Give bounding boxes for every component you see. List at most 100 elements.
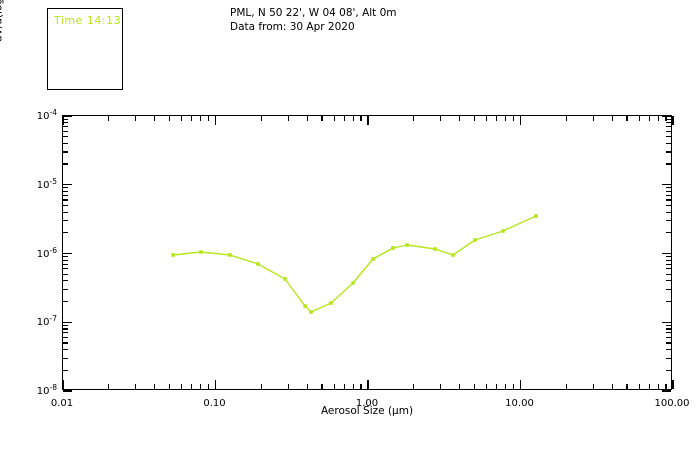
y-axis-tick-minor-right [666, 259, 671, 261]
y-axis-tick-minor [63, 256, 68, 258]
data-point-marker [199, 250, 203, 254]
y-axis-tick-minor-right [666, 357, 671, 359]
y-axis-tick-minor [63, 220, 68, 222]
y-axis-tick-minor-right [666, 122, 671, 124]
y-axis-tick-minor [63, 151, 68, 153]
y-axis-tick-minor [63, 122, 68, 124]
y-axis-tick-minor [63, 273, 68, 275]
y-axis-tick-minor-right [666, 211, 671, 213]
plot-header: PML, N 50 22', W 04 08', Alt 0m Data fro… [230, 6, 397, 34]
y-axis-tick-minor-right [666, 280, 671, 282]
x-axis-tick-minor-top [287, 116, 289, 121]
x-axis-tick-minor-top [191, 116, 193, 121]
y-axis-tick-minor [63, 300, 68, 303]
x-axis-tick-minor [168, 384, 171, 389]
y-axis-tick-minor [63, 194, 68, 196]
x-axis-tick-minor-top [486, 116, 488, 121]
y-axis-tick-minor [63, 136, 68, 138]
x-axis-title: Aerosol Size (μm) [320, 405, 414, 417]
y-axis-tick-minor-right [666, 268, 671, 270]
y-axis-tick-minor-right [666, 273, 671, 275]
x-axis-tick-minor [626, 384, 628, 389]
y-axis-title: dV/d(log R) (cm3/cm-3) [0, 0, 5, 123]
x-axis-tick-major-top [62, 116, 64, 125]
y-axis-tick-minor [63, 369, 68, 371]
x-axis-tick-minor [135, 384, 137, 389]
data-point-marker [501, 229, 505, 233]
x-axis-tick-major [672, 380, 674, 389]
y-axis-tick-minor [63, 130, 68, 132]
y-tick-exponent: -6 [49, 245, 57, 255]
y-tick-exponent: -7 [49, 314, 57, 324]
y-axis-tick-minor-right [666, 336, 671, 339]
x-axis-tick-minor [352, 384, 354, 389]
x-axis-tick-minor-top [592, 116, 594, 121]
station-location-line: PML, N 50 22', W 04 08', Alt 0m [230, 7, 397, 19]
y-axis-tick-minor-right [666, 142, 671, 144]
x-axis-tick-major [62, 380, 64, 389]
data-point-marker [451, 253, 455, 257]
data-point-marker [309, 310, 313, 314]
plot-area [62, 115, 674, 392]
y-axis-tick-minor [63, 324, 68, 326]
y-axis-tick-minor [63, 357, 68, 359]
y-axis-tick-minor [63, 336, 68, 339]
x-axis-tick-minor [440, 384, 442, 389]
x-axis-tick-minor [496, 384, 498, 389]
x-axis-tick-minor [565, 384, 567, 389]
y-axis-tick-label: 10-8 [37, 383, 57, 397]
x-axis-tick-label: 0.01 [50, 398, 74, 409]
y-axis-tick-minor-right [666, 151, 671, 153]
y-axis-tick-minor-right [666, 288, 671, 291]
y-axis-tick-major [63, 252, 72, 255]
x-axis-tick-minor [181, 384, 183, 389]
x-axis-tick-minor [473, 384, 476, 389]
y-axis-tick-minor-right [666, 130, 671, 132]
y-axis-tick-minor-right [666, 194, 671, 196]
y-axis-tick-minor-right [666, 126, 671, 128]
x-axis-tick-minor-top [512, 116, 515, 121]
y-axis-tick-minor [63, 280, 68, 282]
x-axis-tick-minor [306, 384, 308, 389]
x-axis-tick-minor-top [657, 116, 659, 121]
y-axis-tick-minor-right [666, 332, 671, 334]
x-axis-tick-minor [638, 384, 640, 389]
y-axis-tick-minor-right [666, 204, 671, 207]
y-axis-tick-major-right [662, 184, 671, 186]
x-axis-tick-minor-top [168, 116, 171, 121]
x-axis-tick-minor [108, 384, 110, 389]
y-axis-tick-minor-right [666, 256, 671, 258]
y-axis-tick-major [63, 390, 72, 392]
data-curve [171, 214, 538, 314]
y-axis-tick-minor-right [666, 328, 671, 330]
x-axis-tick-minor [343, 384, 345, 389]
x-axis-tick-major [214, 380, 217, 389]
data-point-marker [256, 262, 260, 266]
data-date-line: Data from: 30 Apr 2020 [230, 21, 355, 33]
x-axis-tick-label: 100.00 [654, 398, 690, 409]
y-axis-tick-minor [63, 126, 68, 128]
x-axis-tick-minor [665, 384, 667, 389]
y-axis-tick-minor [63, 263, 68, 265]
x-axis-tick-minor-top [352, 116, 354, 121]
x-axis-tick-minor-top [360, 116, 362, 121]
x-axis-tick-minor-top [306, 116, 308, 121]
data-point-marker [303, 304, 307, 308]
y-axis-tick-minor-right [666, 187, 671, 189]
x-axis-tick-minor-top [626, 116, 628, 121]
y-axis-tick-minor [63, 328, 68, 330]
y-axis-tick-minor-right [666, 118, 671, 120]
time-label: Time 14:13 [54, 14, 122, 27]
x-axis-tick-minor-top [108, 116, 110, 121]
data-point-marker [534, 214, 538, 218]
data-point-marker [351, 281, 355, 285]
x-axis-tick-major-top [672, 116, 674, 125]
y-axis-tick-label: 10-6 [37, 245, 57, 259]
x-axis-tick-label: 10.00 [505, 398, 534, 409]
x-axis-tick-minor [287, 384, 289, 389]
y-axis-tick-minor [63, 288, 68, 291]
data-point-marker [473, 238, 477, 242]
y-axis-tick-minor-right [666, 324, 671, 326]
x-axis-tick-minor [505, 384, 507, 389]
y-tick-exponent: -8 [49, 382, 57, 392]
